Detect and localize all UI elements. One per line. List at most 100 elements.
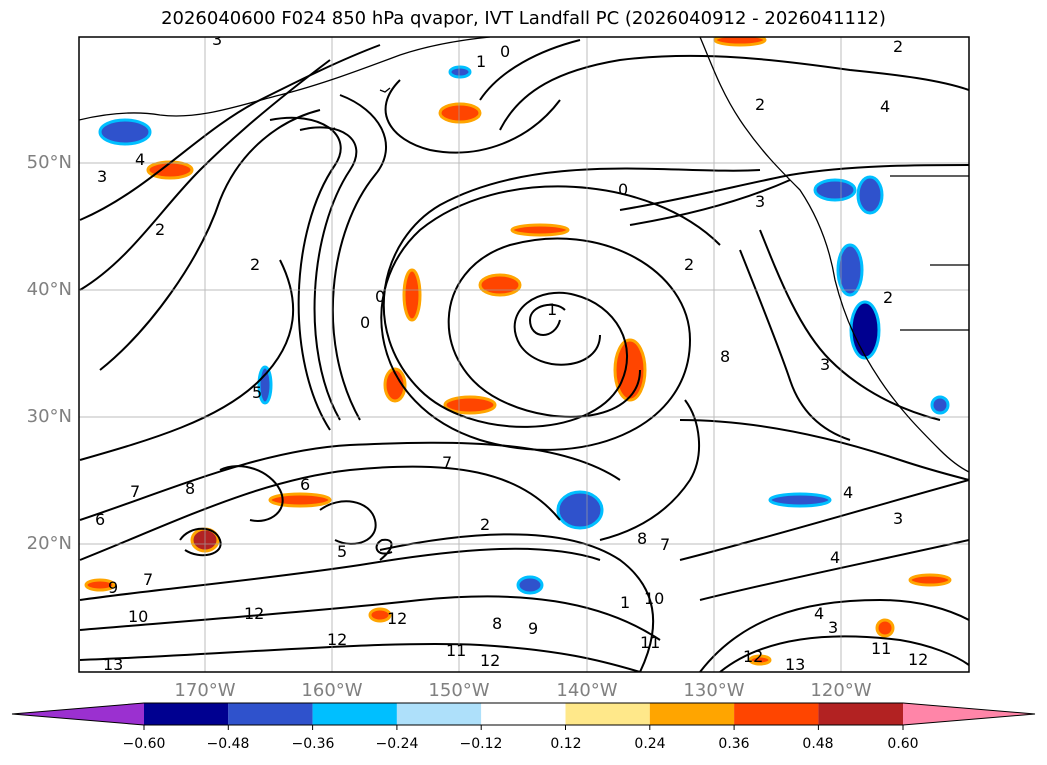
contour-label: 7 [143,570,153,589]
shade-patch [98,118,152,146]
shade-patch [438,102,482,124]
shade-patch [448,65,472,79]
contour-label: 8 [492,614,502,633]
contour-label: 11 [446,641,466,660]
contour-line [79,59,331,291]
contour-line [375,538,393,561]
state-borders [900,264,969,331]
contour-line [528,303,566,336]
shade-patch [856,175,884,215]
alaska-aleutian-coast [79,37,491,121]
contour-line [679,419,969,481]
contour-label: 12 [387,609,407,628]
contour-line [382,167,761,428]
shade-patch [84,578,116,592]
shade-patch [516,575,544,595]
ivt-contours [79,39,969,672]
shade-patch [875,618,895,638]
contour-label: 12 [743,647,763,666]
contour-label: 8 [637,529,647,548]
contour-line [699,539,969,601]
colorbar-segment [396,703,482,725]
contour-line [479,39,581,101]
contour-label: 2 [883,288,893,307]
contour-line [269,116,342,431]
colorbar-segment [481,703,566,725]
contour-label: 4 [830,548,840,567]
contour-label: 3 [820,355,830,374]
shade-patch [268,492,332,508]
shade-patch [402,268,422,322]
contour-line [384,79,561,154]
contour-label: 4 [814,604,824,623]
contour-label: 0 [360,313,370,332]
colorbar-tick-label: −0.36 [291,736,335,752]
contour-label: 2 [893,37,903,56]
contour-label: 6 [95,510,105,529]
contour-label: 3 [893,509,903,528]
contour-label: 0 [618,180,628,199]
map-title: 2026040600 F024 850 hPa qvapor, IVT Land… [161,8,886,29]
contour-label: 1 [476,52,486,71]
contour-label: 13 [103,655,123,674]
colorbar-segment [144,703,229,725]
contour-label: 7 [442,453,452,472]
colorbar-tick-label: 0.24 [634,736,666,752]
shade-patch [556,490,604,530]
colorbar-tick-label: 0.12 [550,736,582,752]
contour-label: 11 [640,633,660,652]
colorbar-segment [312,703,397,725]
contour-label: 2 [480,515,490,534]
qvapor-shading [84,37,952,666]
colorbar-segment [565,703,650,725]
shade-patch [908,573,952,587]
contour-label: 7 [660,535,670,554]
contour-line [79,259,295,461]
contour-line [719,635,969,672]
contour-label: 4 [843,483,853,502]
contour-line [699,598,969,672]
shade-patch [443,395,497,415]
colorbar-tick-label: −0.60 [122,736,166,752]
contour-label: 6 [300,475,310,494]
shade-patch [768,492,832,508]
contour-label: 13 [785,655,805,674]
colorbar-tick-label: −0.12 [459,736,503,752]
contour-label: 7 [130,482,140,501]
contour-label: 3 [755,192,765,211]
contour-label: 5 [337,542,347,561]
shade-patch [836,243,864,297]
contour-label: 1 [620,593,630,612]
shade-patch [813,178,857,202]
lon-label-140w: 140°W [556,680,618,701]
map-layers: 3 1 0 2 2 4 2 4 3 2 2 0 0 3 2 1 0 8 3 5 … [79,30,969,674]
colorbar-tick-label: 0.48 [802,736,834,752]
contour-label: 3 [212,30,222,49]
contour-line [380,185,721,451]
contour-label: 9 [528,619,538,638]
contour-label: 5 [252,383,262,402]
colorbar-tick-label: −0.24 [375,736,419,752]
colorbar-ticks [143,725,904,730]
shade-patch [257,365,273,405]
shade-patch [383,367,407,403]
contour-line [299,126,358,421]
contour-label: 12 [908,650,928,669]
contour-label: 8 [185,479,195,498]
north-america-coast [699,37,969,473]
colorbar-segment [818,703,903,725]
contour-label: 11 [871,639,891,658]
map-frame [78,36,970,673]
contour-label: 4 [880,97,890,116]
lon-label-120w: 120°W [810,680,872,701]
shade-patch [849,300,881,360]
contour-line [379,533,655,672]
contour-label: 12 [480,651,500,670]
colorbar-extend-right [903,703,1035,725]
contour-line [679,479,969,561]
shade-patch [930,395,950,415]
shade-patch [478,273,522,297]
contour-line [79,465,561,561]
contour-label: 10 [128,607,148,626]
